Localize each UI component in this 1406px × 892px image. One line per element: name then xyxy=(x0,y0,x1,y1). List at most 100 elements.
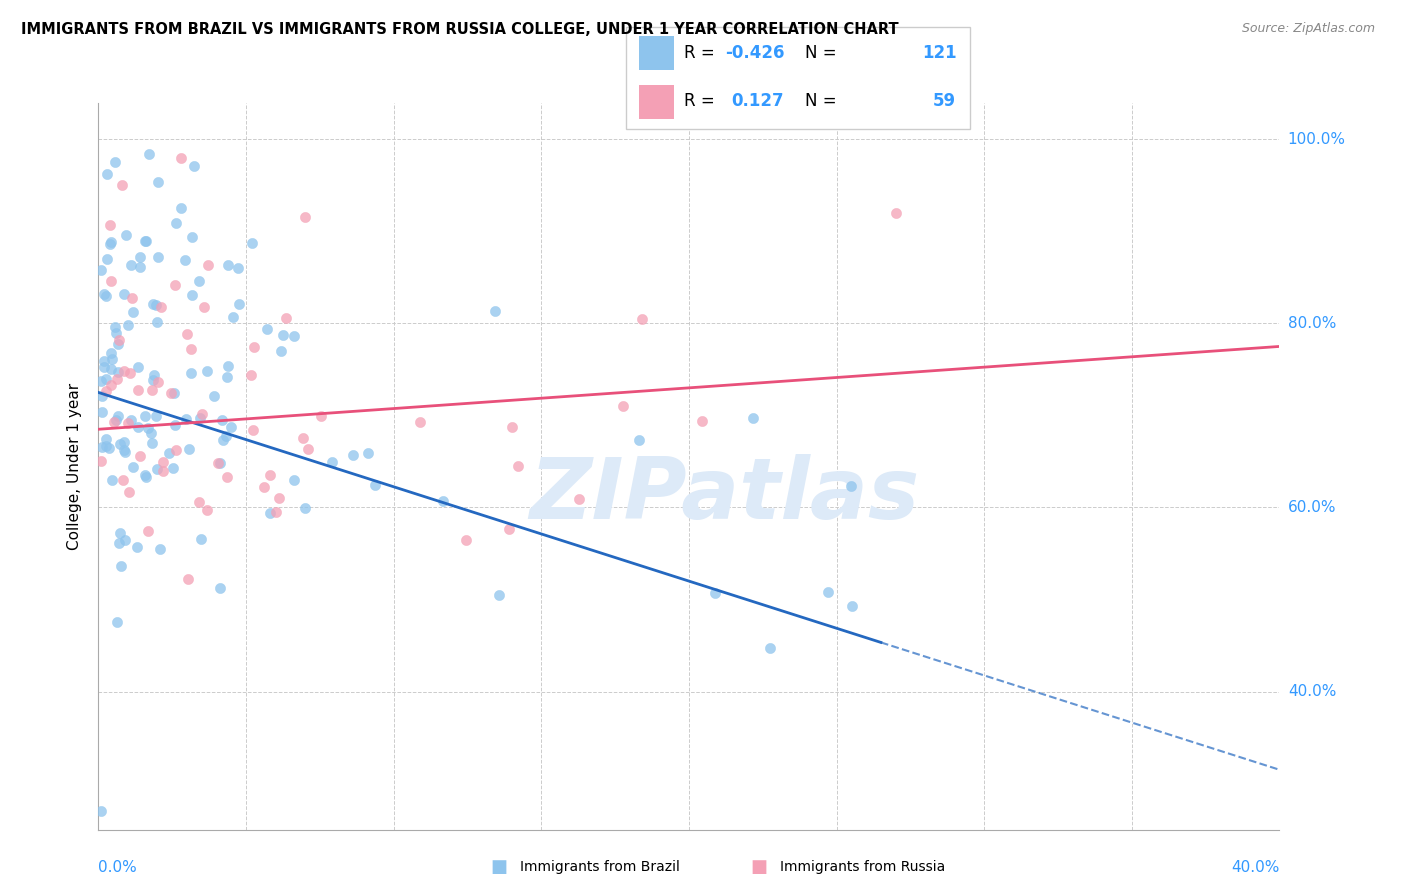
Point xyxy=(283,473,305,487)
Point xyxy=(139,425,162,440)
Point xyxy=(100,345,122,359)
Text: ■: ■ xyxy=(751,858,768,876)
Point xyxy=(134,468,156,483)
Point xyxy=(93,286,115,301)
Point xyxy=(98,441,121,455)
Text: 100.0%: 100.0% xyxy=(1288,132,1346,147)
Point xyxy=(120,413,142,427)
Point xyxy=(149,300,172,314)
Point xyxy=(145,298,167,312)
Point xyxy=(188,274,211,288)
Point xyxy=(217,370,239,384)
Point xyxy=(104,320,127,334)
Bar xyxy=(640,86,673,119)
Point xyxy=(114,445,136,459)
Point xyxy=(297,442,319,456)
Point xyxy=(117,417,139,431)
Y-axis label: College, Under 1 year: College, Under 1 year xyxy=(66,383,82,549)
Point xyxy=(94,384,117,399)
Point xyxy=(174,253,197,268)
Point xyxy=(114,533,136,547)
Point xyxy=(127,359,149,374)
Point xyxy=(170,151,193,165)
Point xyxy=(91,389,114,403)
Point xyxy=(90,374,112,388)
Point xyxy=(122,460,145,475)
Point xyxy=(112,364,135,378)
Point xyxy=(759,640,782,655)
Point xyxy=(221,310,243,325)
Text: ZIPatlas: ZIPatlas xyxy=(529,454,920,537)
Point xyxy=(628,434,651,448)
Point xyxy=(741,410,763,425)
Text: 0.0%: 0.0% xyxy=(98,860,138,875)
Point xyxy=(90,804,112,818)
Point xyxy=(152,455,174,469)
Point xyxy=(117,318,139,332)
Point xyxy=(212,433,235,447)
Point xyxy=(91,440,114,454)
Point xyxy=(145,409,167,424)
Point xyxy=(197,258,219,272)
Point xyxy=(105,371,128,385)
Point xyxy=(141,436,163,450)
Point xyxy=(112,443,135,458)
Point xyxy=(484,304,506,318)
Point xyxy=(93,360,115,375)
Text: IMMIGRANTS FROM BRAZIL VS IMMIGRANTS FROM RUSSIA COLLEGE, UNDER 1 YEAR CORRELATI: IMMIGRANTS FROM BRAZIL VS IMMIGRANTS FRO… xyxy=(21,22,898,37)
Bar xyxy=(640,36,673,70)
Point xyxy=(142,368,165,382)
Point xyxy=(108,437,131,451)
Point xyxy=(193,300,215,314)
Point xyxy=(90,453,112,467)
Point xyxy=(183,159,205,173)
Point xyxy=(409,415,432,429)
Point xyxy=(568,491,591,506)
Point xyxy=(112,474,135,488)
Point xyxy=(135,470,157,484)
Point xyxy=(181,287,204,301)
Point xyxy=(100,378,122,392)
Point xyxy=(94,289,117,303)
Point xyxy=(127,420,149,434)
Point xyxy=(136,421,159,435)
Point xyxy=(90,263,112,277)
Point xyxy=(264,505,287,519)
Point xyxy=(129,250,152,264)
Point xyxy=(195,364,218,378)
Point xyxy=(105,413,128,427)
Point xyxy=(127,540,149,554)
Point xyxy=(215,470,238,484)
Point xyxy=(146,250,169,264)
Point xyxy=(364,478,387,492)
Point xyxy=(703,586,725,600)
Point xyxy=(215,429,238,443)
Point xyxy=(294,500,316,515)
Point xyxy=(177,572,200,586)
Point xyxy=(98,237,121,252)
Point xyxy=(105,615,128,629)
Point xyxy=(240,236,263,251)
Point xyxy=(93,354,115,368)
Text: R =: R = xyxy=(685,44,720,62)
Point xyxy=(96,252,118,267)
Text: 60.0%: 60.0% xyxy=(1288,500,1336,515)
Point xyxy=(134,235,156,249)
FancyBboxPatch shape xyxy=(626,27,970,129)
Point xyxy=(146,175,169,189)
Point xyxy=(488,588,510,602)
Point xyxy=(96,432,118,446)
Text: 121: 121 xyxy=(922,44,956,62)
Text: 80.0%: 80.0% xyxy=(1288,316,1336,331)
Point xyxy=(228,297,250,311)
Point xyxy=(498,522,520,536)
Point xyxy=(129,450,152,464)
Point xyxy=(120,366,142,380)
Point xyxy=(180,342,202,356)
Point xyxy=(163,418,186,433)
Point xyxy=(321,455,343,469)
Point xyxy=(162,461,184,475)
Point xyxy=(217,258,239,272)
Point xyxy=(112,434,135,449)
Point xyxy=(160,386,183,401)
